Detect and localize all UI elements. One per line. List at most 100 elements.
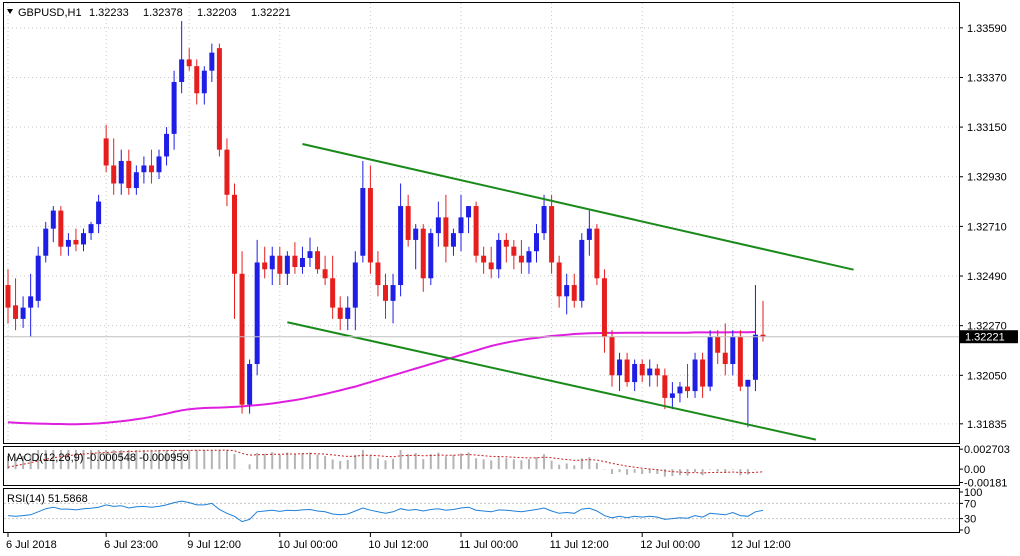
candle	[81, 228, 86, 252]
candle	[254, 239, 260, 376]
candle-body	[96, 201, 102, 225]
candle-body	[186, 59, 192, 67]
y-tick-label: 1.31835	[967, 419, 1007, 431]
rsi-tick-label: 30	[964, 514, 976, 526]
candle	[148, 149, 154, 184]
candle-body	[171, 81, 177, 134]
candle	[571, 273, 577, 308]
candle	[722, 323, 728, 376]
candle-body	[571, 285, 577, 301]
candle-body	[35, 255, 41, 301]
candle	[65, 233, 71, 256]
y-tick-label: 1.32050	[967, 370, 1007, 382]
candle-body	[103, 138, 109, 166]
rsi-title: RSI(14) 51.5868	[7, 493, 88, 505]
candle-body	[141, 165, 147, 173]
candle-body	[518, 255, 524, 263]
candle-body	[692, 359, 698, 392]
candle	[367, 165, 373, 274]
candle	[518, 239, 524, 274]
candle	[405, 194, 411, 247]
candle-body	[760, 334, 766, 337]
candle-body	[5, 285, 11, 308]
candle	[662, 368, 668, 410]
candle-body	[111, 165, 117, 184]
candle	[209, 43, 215, 82]
time-axis: 6 Jul 2018 6 Jul 23:00 9 Jul 12:00 10 Jul 0…	[6, 533, 791, 551]
candle	[398, 183, 404, 297]
candle-body	[405, 206, 411, 240]
candle-body	[647, 368, 653, 376]
candle	[88, 221, 94, 240]
candle	[760, 300, 766, 342]
candle-body	[398, 206, 404, 286]
macd-signal-line	[7, 449, 764, 474]
candle-body	[337, 307, 343, 319]
candle	[322, 255, 328, 286]
candle	[466, 206, 472, 234]
candle-body	[481, 255, 487, 263]
candle	[164, 127, 170, 166]
candle-body	[639, 364, 645, 376]
candle-body	[330, 278, 336, 308]
candle-body	[81, 233, 86, 245]
x-tick-label: 9 Jul 12:00	[187, 539, 241, 551]
candle-body	[609, 336, 615, 376]
candle-body	[473, 206, 479, 256]
candle-body	[164, 133, 170, 157]
candle	[450, 228, 456, 256]
candle-body	[194, 66, 200, 94]
x-tick-label: 6 Jul 2018	[6, 539, 57, 551]
macd-tick-label: -0.00181	[964, 477, 1007, 489]
candle	[179, 21, 185, 94]
candle-body	[466, 206, 472, 218]
candle	[216, 43, 222, 157]
candle	[35, 246, 41, 308]
candle	[745, 379, 751, 428]
candle-body	[73, 239, 79, 245]
candle-body	[118, 160, 124, 184]
trendlines	[287, 143, 854, 441]
candle	[126, 149, 132, 195]
candle-body	[526, 251, 532, 263]
candle-body	[556, 262, 562, 297]
candle-body	[88, 224, 94, 234]
macd-title: MACD(12,26,9) -0.000548 -0.000959	[7, 452, 189, 464]
candle-body	[65, 239, 71, 247]
candle	[103, 124, 109, 173]
candle	[13, 278, 19, 331]
x-tick-label: 12 Jul 12:00	[731, 539, 791, 551]
candle-body	[148, 165, 154, 173]
candle	[352, 251, 358, 331]
x-tick-label: 11 Jul 12:00	[550, 539, 609, 551]
dropdown-triangle-icon[interactable]	[7, 9, 13, 14]
close-value: 1.32221	[251, 7, 291, 19]
candle-body	[269, 255, 275, 270]
candle-body	[458, 217, 464, 234]
rsi-tick-label: 0	[964, 525, 970, 537]
candle	[284, 251, 290, 286]
candle-body	[224, 149, 230, 195]
candle-body	[564, 285, 570, 297]
low-value: 1.32203	[197, 7, 237, 19]
candle	[360, 160, 366, 263]
candle	[43, 221, 49, 263]
candle	[617, 352, 623, 392]
candle-body	[715, 336, 721, 353]
candle-body	[534, 233, 539, 252]
candle-body	[375, 262, 381, 286]
candle-body	[345, 307, 351, 319]
candle-body	[662, 375, 668, 398]
candle-body	[654, 368, 660, 376]
candle-body	[133, 172, 139, 189]
candle-body	[126, 160, 132, 189]
y-tick-label: 1.33150	[967, 122, 1007, 134]
candle-body	[277, 255, 283, 274]
candle	[420, 224, 426, 292]
candle-body	[685, 386, 690, 392]
candle-body	[262, 262, 268, 270]
candle	[413, 224, 419, 270]
macd-indicator: 0.002703 0.00-0.00181	[7, 444, 1010, 489]
candle-body	[254, 262, 260, 365]
candle-body	[201, 70, 207, 94]
